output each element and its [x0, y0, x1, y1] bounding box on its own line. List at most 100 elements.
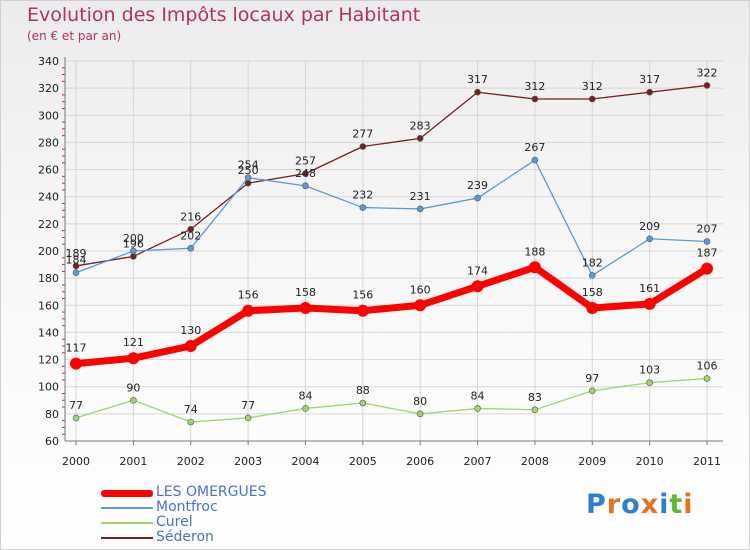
legend-label: LES OMERGUES — [156, 484, 267, 500]
data-point — [302, 182, 309, 190]
x-tick-label: 2003 — [234, 455, 262, 468]
y-tick-label: 60 — [45, 435, 59, 448]
data-point — [586, 302, 599, 314]
data-point — [531, 95, 539, 103]
data-label: 248 — [295, 167, 316, 180]
data-point — [531, 156, 539, 164]
legend-swatch — [101, 537, 153, 539]
data-label: 77 — [241, 399, 255, 412]
data-point — [72, 262, 80, 270]
label-layer: 189 196 216 250 257 277 283 317 312 312 317 322 184 2… — [66, 66, 718, 416]
series-line — [75, 159, 708, 277]
data-label: 88 — [356, 384, 370, 397]
x-tick-label: 2005 — [349, 455, 377, 468]
data-label: 84 — [298, 389, 312, 402]
data-label: 156 — [238, 289, 259, 302]
data-point — [359, 399, 367, 407]
data-label: 216 — [180, 210, 201, 223]
data-point — [531, 406, 539, 414]
data-label: 156 — [352, 289, 373, 302]
x-tick-label: 2000 — [62, 455, 90, 468]
data-label: 83 — [528, 391, 542, 404]
y-tick-label: 260 — [38, 164, 59, 177]
series-line — [75, 377, 708, 423]
data-point — [130, 247, 137, 255]
data-point — [130, 253, 137, 260]
y-tick-label: 240 — [38, 191, 59, 204]
data-point — [72, 269, 80, 277]
logo-letter: i — [683, 489, 694, 520]
data-point — [130, 396, 137, 404]
data-point — [187, 244, 195, 252]
data-label: 121 — [123, 336, 144, 349]
data-label: 322 — [697, 66, 718, 79]
data-point — [187, 225, 195, 233]
y-tick-label: 160 — [38, 299, 59, 312]
data-point — [643, 297, 656, 310]
series-line — [72, 263, 711, 368]
data-label: 106 — [697, 360, 718, 373]
data-label: 182 — [582, 256, 603, 269]
chart-subtitle: (en € et par an) — [27, 29, 122, 43]
data-point — [703, 375, 711, 382]
x-tick-label: 2001 — [119, 455, 147, 468]
series-curel — [72, 375, 711, 426]
data-point — [359, 204, 367, 211]
data-point — [588, 272, 596, 279]
data-label: 189 — [66, 247, 87, 260]
series-les-omergues — [70, 261, 713, 370]
data-point — [701, 262, 713, 275]
data-point — [244, 174, 252, 182]
data-point — [70, 357, 82, 370]
data-label: 77 — [69, 399, 83, 412]
y-tick-label: 320 — [38, 82, 59, 95]
data-label: 117 — [66, 342, 87, 355]
data-point — [416, 135, 424, 142]
data-point — [646, 88, 653, 96]
y-tick-label: 340 — [38, 55, 59, 68]
data-label: 130 — [180, 324, 201, 337]
data-point — [588, 95, 596, 103]
data-point — [359, 143, 367, 150]
x-tick-label: 2006 — [406, 455, 434, 468]
legend-swatch — [101, 522, 153, 524]
y-tick-label: 300 — [38, 109, 59, 122]
data-point — [646, 235, 653, 243]
series-layer — [70, 82, 713, 426]
data-label: 257 — [295, 155, 316, 168]
data-point — [471, 280, 484, 293]
x-tick-label: 2004 — [291, 455, 319, 468]
data-label: 158 — [582, 286, 603, 299]
data-point — [416, 205, 424, 213]
data-label: 174 — [467, 264, 488, 277]
data-label: 97 — [585, 372, 599, 385]
data-point — [299, 302, 312, 314]
data-label: 209 — [639, 220, 660, 233]
logo-letter: t — [669, 489, 684, 520]
data-point — [588, 387, 596, 395]
data-point — [356, 304, 369, 317]
data-label: 188 — [524, 245, 545, 258]
x-tick-label: 2007 — [464, 455, 492, 468]
data-label: 200 — [123, 232, 144, 245]
data-label: 103 — [639, 364, 660, 377]
data-point — [703, 82, 711, 89]
series-montfroc — [72, 156, 711, 279]
y-tick-label: 220 — [38, 218, 59, 231]
data-label: 202 — [180, 229, 201, 242]
data-point — [72, 414, 80, 422]
proxiti-logo: Proxiti — [586, 489, 694, 520]
x-tick-label: 2008 — [521, 455, 549, 468]
data-label: 160 — [410, 283, 431, 296]
y-tick-label: 80 — [45, 408, 59, 421]
data-label: 187 — [697, 247, 718, 260]
data-label: 250 — [238, 164, 259, 177]
y-tick-label: 200 — [38, 245, 59, 258]
logo-letter: r — [606, 489, 622, 520]
data-label: 80 — [413, 395, 427, 408]
legend-label: Curel — [156, 514, 193, 530]
data-label: 161 — [639, 282, 660, 295]
y-tick-label: 120 — [38, 354, 59, 367]
